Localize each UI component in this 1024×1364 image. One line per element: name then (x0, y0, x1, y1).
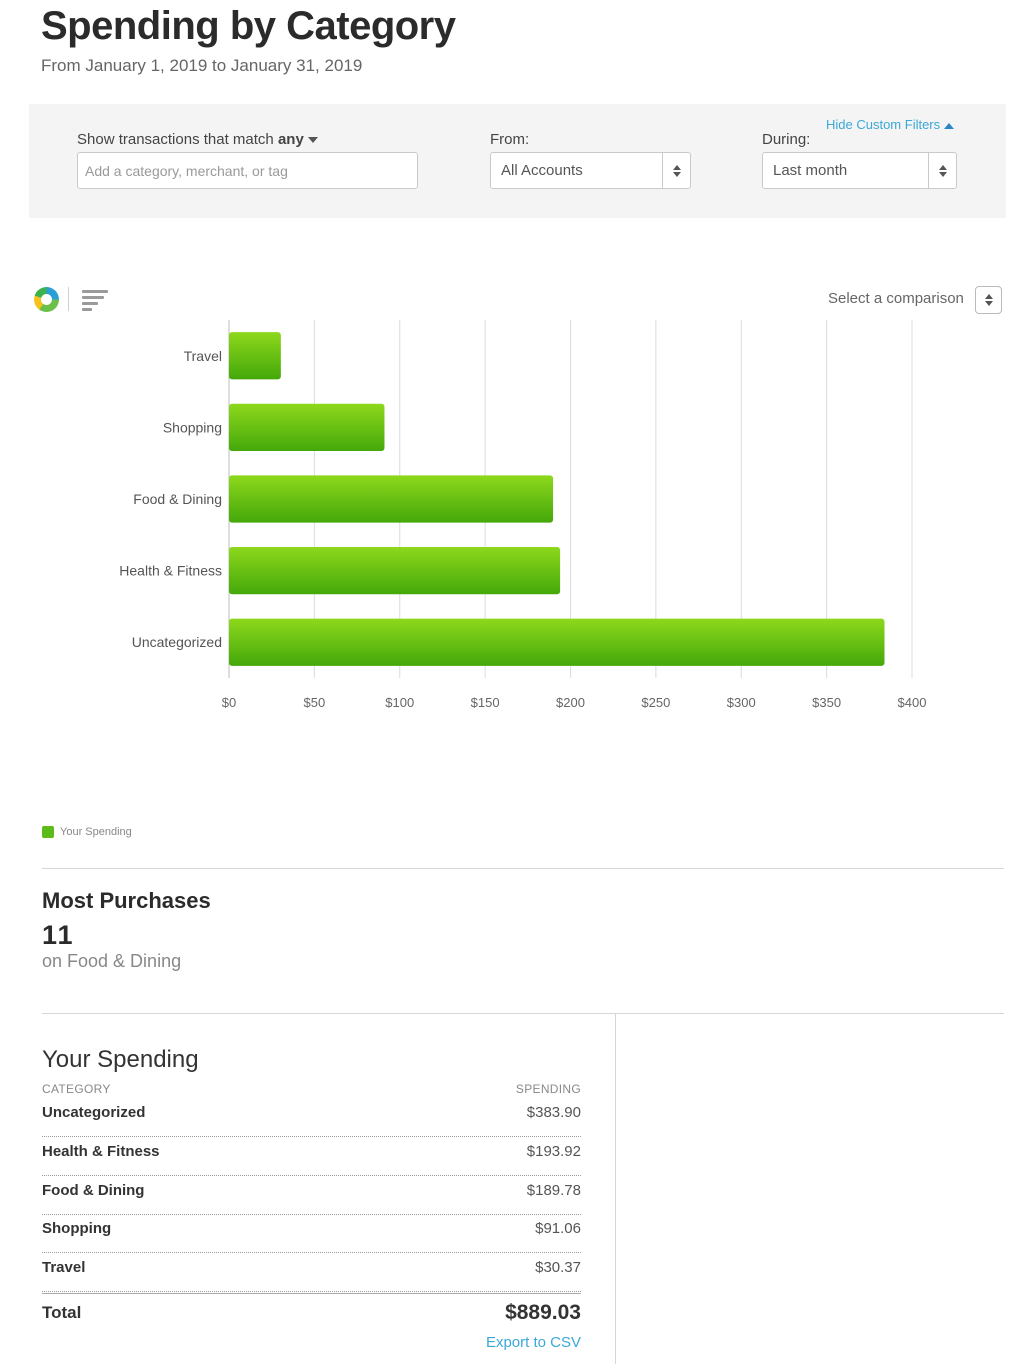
row-category: Travel (42, 1259, 86, 1276)
comparison-label: Select a comparison (828, 290, 964, 307)
select-arrows-icon (928, 153, 956, 188)
comparison-select[interactable] (975, 286, 1002, 314)
during-label: During: (762, 131, 811, 148)
arrow-down-icon (984, 301, 993, 306)
bar-chart-icon[interactable] (82, 290, 108, 311)
most-purchases-category: on Food & Dining (42, 951, 182, 971)
x-tick-label: $50 (304, 695, 326, 710)
category-column-header: CATEGORY (42, 1082, 111, 1096)
category-axis-label: Food & Dining (133, 491, 222, 507)
spending-bar-chart: $0 $50 $100 $150 $200 $250 $300 $350 $400 Travel S… (119, 320, 927, 710)
column-divider (615, 1014, 616, 1364)
bar[interactable] (229, 475, 554, 523)
donut-chart-icon[interactable] (34, 287, 59, 312)
match-any-dropdown[interactable]: any (278, 131, 318, 148)
total-amount: $889.03 (505, 1301, 581, 1324)
section-divider (42, 1013, 1004, 1014)
hide-filters-text: Hide Custom Filters (826, 117, 941, 132)
view-toggle-divider (68, 287, 69, 311)
category-axis-label: Uncategorized (132, 634, 222, 650)
chevron-up-icon (944, 122, 955, 129)
table-row[interactable]: Uncategorized $383.90 (42, 1098, 581, 1137)
most-purchases-title: Most Purchases (42, 888, 211, 913)
row-category: Health & Fitness (42, 1142, 160, 1160)
period-select[interactable]: Last month (762, 152, 957, 189)
bar[interactable] (229, 403, 385, 452)
x-tick-label: $100 (385, 695, 414, 710)
arrow-up-icon (984, 294, 993, 299)
select-arrows-icon (662, 153, 690, 188)
category-axis-label: Health & Fitness (119, 563, 222, 579)
row-amount: $383.90 (526, 1104, 581, 1121)
row-category: Shopping (42, 1220, 112, 1238)
table-row[interactable]: Shopping $91.06 (42, 1214, 581, 1254)
your-spending-title: Your Spending (42, 1046, 199, 1073)
x-tick-label: $150 (471, 695, 500, 710)
caret-down-icon (307, 137, 318, 144)
filter-search-input[interactable] (77, 152, 418, 189)
row-amount: $30.37 (535, 1259, 581, 1276)
legend-swatch (42, 826, 54, 838)
from-label: From: (490, 131, 530, 148)
date-range-subtitle: From January 1, 2019 to January 31, 2019 (41, 56, 363, 75)
x-tick-label: $300 (727, 695, 756, 710)
bar[interactable] (229, 618, 885, 666)
row-category: Uncategorized (42, 1104, 146, 1121)
row-category: Food & Dining (42, 1181, 145, 1199)
bar[interactable] (229, 332, 281, 380)
most-purchases-count: 11 (42, 920, 75, 950)
row-amount: $193.92 (526, 1142, 581, 1160)
period-select-value: Last month (773, 162, 848, 179)
match-label-text: Show transactions that match (77, 131, 274, 148)
export-csv-link[interactable]: Export to CSV (485, 1334, 581, 1351)
table-row[interactable]: Travel $30.37 (42, 1253, 581, 1292)
legend-label: Your Spending (60, 826, 132, 838)
table-row[interactable]: Food & Dining $189.78 (42, 1176, 581, 1215)
match-filter-label: Show transactions that match any (77, 131, 318, 148)
x-tick-label: $0 (222, 695, 236, 710)
total-label: Total (42, 1303, 82, 1322)
category-axis-label: Travel (184, 348, 222, 364)
hide-custom-filters-link[interactable]: Hide Custom Filters (826, 117, 955, 132)
x-tick-label: $250 (641, 695, 670, 710)
account-select[interactable]: All Accounts (490, 152, 691, 189)
account-select-value: All Accounts (501, 162, 583, 179)
x-tick-label: $350 (812, 695, 841, 710)
spending-column-header: SPENDING (515, 1082, 581, 1096)
row-amount: $91.06 (535, 1220, 581, 1238)
row-amount: $189.78 (526, 1181, 581, 1199)
table-row[interactable]: Health & Fitness $193.92 (42, 1137, 581, 1176)
page-title: Spending by Category (41, 4, 456, 48)
bar[interactable] (229, 546, 561, 595)
total-divider (42, 1293, 581, 1294)
match-any-value: any (277, 131, 304, 148)
x-tick-label: $200 (556, 695, 585, 710)
x-tick-label: $400 (898, 695, 927, 710)
category-axis-label: Shopping (163, 419, 222, 435)
section-divider (42, 868, 1004, 869)
